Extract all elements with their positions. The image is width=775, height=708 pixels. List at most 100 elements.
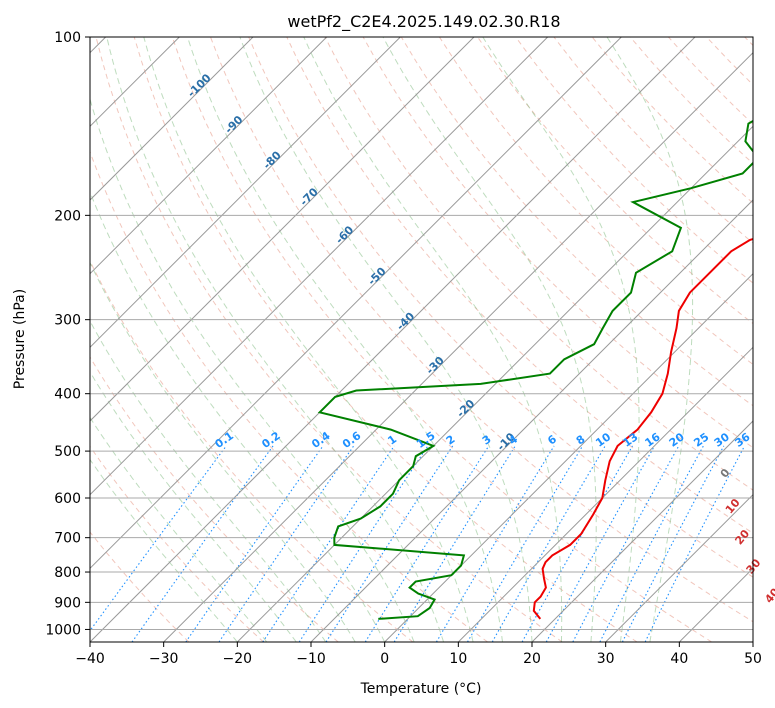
mixing-ratio-label: 2 xyxy=(444,433,458,448)
line-labels: -100-90-80-70-60-50-40-30-20-100.1 0.2 0.4… xyxy=(185,71,775,606)
y-tick-label: 800 xyxy=(54,565,81,581)
mixing-ratio-label: 13 xyxy=(621,430,641,449)
mixing-ratio-label: 0.2 xyxy=(259,429,282,451)
y-tick-label: 400 xyxy=(54,387,81,403)
x-tick-label: 20 xyxy=(523,651,541,667)
isotherm-label: -100 xyxy=(185,71,214,100)
x-tick-label: 30 xyxy=(597,651,615,667)
mixing-ratio-label: 0.1 xyxy=(213,429,236,451)
moist-adiabat-line xyxy=(90,261,356,642)
dry-adiabat-line xyxy=(171,37,712,642)
moist-adiabat-line xyxy=(187,37,503,642)
moist-adiabat-line xyxy=(90,320,327,642)
temperature-profile-line xyxy=(532,237,753,620)
dry-adiabat-line xyxy=(400,37,753,407)
mixing-ratio-line xyxy=(218,445,355,642)
isotherm-line xyxy=(310,199,753,642)
mixing-ratio-line xyxy=(393,445,516,642)
x-tick-label: −40 xyxy=(75,651,105,667)
isotherm-label: -70 xyxy=(298,185,321,208)
mixing-ratio-label: 6 xyxy=(545,432,559,447)
mixing-ratio-line xyxy=(90,445,227,632)
x-tick-label: −10 xyxy=(296,651,326,667)
dry-adiabat-line xyxy=(744,37,753,47)
dry-adiabat-line xyxy=(668,37,753,125)
mixing-ratio-label: 1.5 xyxy=(414,429,437,451)
axes: −40 −30 −20 −10 0 10 20 30 40 5010020030040050060… xyxy=(45,30,762,667)
moist-adiabat-line xyxy=(482,37,640,642)
moist-adiabat-line xyxy=(90,370,297,642)
x-axis-label: Temperature (°C) xyxy=(360,681,482,697)
isotherm-line xyxy=(457,346,753,642)
mixing-ratio-label: 25 xyxy=(691,430,711,449)
moist-adiabat-label: 20 xyxy=(732,527,752,547)
isotherm-line xyxy=(752,641,753,642)
dry-adiabat-line xyxy=(438,37,753,366)
mixing-ratio-label: 1 xyxy=(385,433,399,448)
moist-adiabat-label: 0 xyxy=(718,466,733,480)
moist-adiabat-line xyxy=(239,37,533,642)
x-tick-label: −20 xyxy=(223,651,253,667)
dry-adiabat-line xyxy=(706,37,753,86)
moist-adiabat-line xyxy=(90,416,268,642)
y-tick-label: 1000 xyxy=(45,622,81,638)
y-tick-label: 100 xyxy=(54,30,81,46)
dry-adiabat-line xyxy=(90,531,190,642)
mixing-ratio-label: 20 xyxy=(667,430,687,450)
dry-adiabat-line xyxy=(133,37,638,642)
isotherm-label: -30 xyxy=(424,354,447,377)
dry-adiabat-line xyxy=(248,37,753,578)
mixing-ratio-line xyxy=(621,445,725,642)
moist-adiabat-line xyxy=(303,37,563,642)
isotherm-line xyxy=(605,493,753,642)
isotherm-line xyxy=(90,37,622,570)
mixing-ratio-line xyxy=(131,445,274,642)
dry-adiabat-line xyxy=(210,37,753,623)
isotherm-label: -40 xyxy=(394,310,417,333)
mixing-ratio-line xyxy=(599,445,704,642)
isotherm-line xyxy=(236,125,753,642)
isotherm-label: -60 xyxy=(333,223,356,246)
x-tick-label: 10 xyxy=(449,651,467,667)
dry-adiabat-line xyxy=(515,37,753,284)
dry-adiabat-line xyxy=(90,259,414,642)
mixing-ratio-line xyxy=(298,445,429,642)
x-tick-label: 40 xyxy=(670,651,688,667)
plot-frame xyxy=(89,36,754,643)
mixing-ratio-line xyxy=(262,445,395,642)
isotherm-line xyxy=(384,272,753,642)
dry-adiabat-line xyxy=(90,445,264,642)
mixing-ratio-line xyxy=(521,445,633,642)
y-tick-label: 700 xyxy=(54,531,81,547)
y-tick-label: 200 xyxy=(54,208,81,224)
moist-adiabat-label: 40 xyxy=(762,585,775,605)
isotherm-label: -90 xyxy=(222,113,245,136)
isotherm-line xyxy=(90,37,401,349)
mixing-ratio-line xyxy=(572,445,680,642)
y-tick-label: 900 xyxy=(54,595,81,611)
mixing-ratio-label: 3 xyxy=(480,433,494,448)
chart-title: wetPf2_C2E4.2025.149.02.30.R18 xyxy=(287,12,560,32)
dewpoint-profile-line xyxy=(317,119,753,620)
isotherm-label: -80 xyxy=(261,148,284,171)
moist-adiabat-label: 30 xyxy=(744,556,764,576)
mixing-ratio-line xyxy=(435,445,555,642)
moist-adiabat-line xyxy=(382,37,597,642)
moist-adiabat-line xyxy=(606,37,694,642)
mixing-ratio-label: 10 xyxy=(593,430,613,450)
isotherm-line xyxy=(90,37,254,201)
dry-adiabat-line xyxy=(90,356,339,642)
y-tick-label: 300 xyxy=(54,313,81,329)
mixing-ratio-line xyxy=(364,445,490,642)
isotherm-line xyxy=(90,37,328,275)
moist-adiabat-label: 10 xyxy=(723,496,743,516)
mixing-ratio-label: 0.4 xyxy=(309,429,333,451)
isotherm-label: -50 xyxy=(365,265,388,288)
mixing-ratio-label: 8 xyxy=(574,433,588,448)
y-tick-label: 600 xyxy=(54,491,81,507)
mixing-ratio-line xyxy=(545,445,656,642)
mixing-ratio-line xyxy=(325,445,454,642)
dry-adiabat-line xyxy=(90,150,488,642)
mixing-ratio-label: 30 xyxy=(712,430,732,450)
y-tick-label: 500 xyxy=(54,444,81,460)
